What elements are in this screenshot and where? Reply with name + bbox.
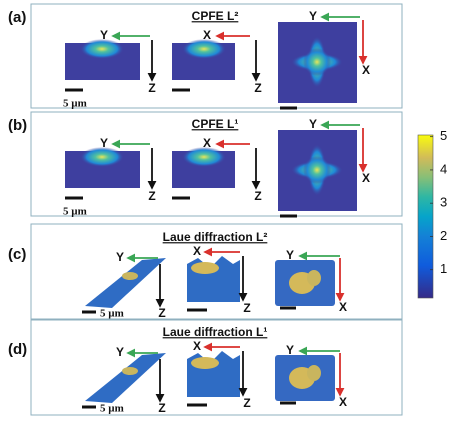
axis-label: Y	[286, 343, 294, 357]
colorbar-tick-label: 5	[440, 128, 447, 143]
map-image	[85, 353, 166, 403]
map-patch	[122, 367, 138, 375]
colorbar-tick-label: 2	[440, 228, 447, 243]
axis-label: Z	[148, 189, 155, 203]
panel-frame	[30, 111, 403, 217]
map-image	[187, 351, 240, 397]
map-patch	[307, 270, 321, 286]
axis-label: X	[193, 339, 201, 353]
axis-label: Z	[243, 396, 250, 410]
panel-label: (c)	[8, 246, 26, 263]
panel-label: (d)	[8, 341, 27, 358]
axis-label: Z	[158, 306, 165, 320]
colorbar	[417, 134, 434, 299]
scale-label: 5 µm	[100, 403, 124, 415]
panel-title: Laue diffraction L¹	[163, 325, 268, 339]
panel-title: CPFE L²	[192, 9, 239, 23]
axis-label: X	[339, 395, 347, 409]
axis-label: X	[203, 28, 211, 42]
map-patch	[191, 262, 219, 274]
axis-label: Y	[286, 248, 294, 262]
axis-label: Z	[158, 401, 165, 415]
map-image	[85, 258, 166, 308]
map-patch	[307, 365, 321, 381]
scale-label: 5 µm	[63, 206, 87, 218]
panel-frame	[30, 223, 403, 321]
map-patch	[191, 357, 219, 369]
map-patch	[122, 272, 138, 280]
axis-label: Y	[116, 345, 124, 359]
colorbar-tick-label: 4	[440, 161, 447, 176]
axis-label: X	[193, 244, 201, 258]
map-hotspot	[303, 156, 331, 184]
map-hotspot	[182, 39, 226, 59]
axis-label: X	[339, 300, 347, 314]
map-hotspot	[182, 147, 226, 167]
axis-label: Y	[116, 250, 124, 264]
panel-title: Laue diffraction L²	[163, 230, 268, 244]
map-hotspot	[80, 39, 124, 59]
scale-label: 5 µm	[100, 308, 124, 320]
map-image	[187, 256, 240, 302]
axis-label: Y	[309, 9, 317, 23]
axis-label: Y	[100, 136, 108, 150]
axis-label: X	[362, 171, 370, 185]
map-hotspot	[80, 147, 124, 167]
panel-frame	[30, 3, 403, 109]
axis-label: Y	[100, 28, 108, 42]
axis-label: Z	[148, 81, 155, 95]
scale-label: 5 µm	[63, 98, 87, 110]
colorbar-tick-label: 3	[440, 195, 447, 210]
panel-frame	[30, 318, 403, 416]
axis-label: Z	[254, 189, 261, 203]
axis-label: Z	[254, 81, 261, 95]
map-hotspot	[303, 48, 331, 76]
axis-label: X	[362, 63, 370, 77]
colorbar-tick-label: 1	[440, 261, 447, 276]
panel-title: CPFE L¹	[192, 117, 239, 131]
panel-label: (b)	[8, 117, 27, 134]
axis-label: Y	[309, 117, 317, 131]
panel-label: (a)	[8, 9, 26, 26]
axis-label: X	[203, 136, 211, 150]
axis-label: Z	[243, 301, 250, 315]
